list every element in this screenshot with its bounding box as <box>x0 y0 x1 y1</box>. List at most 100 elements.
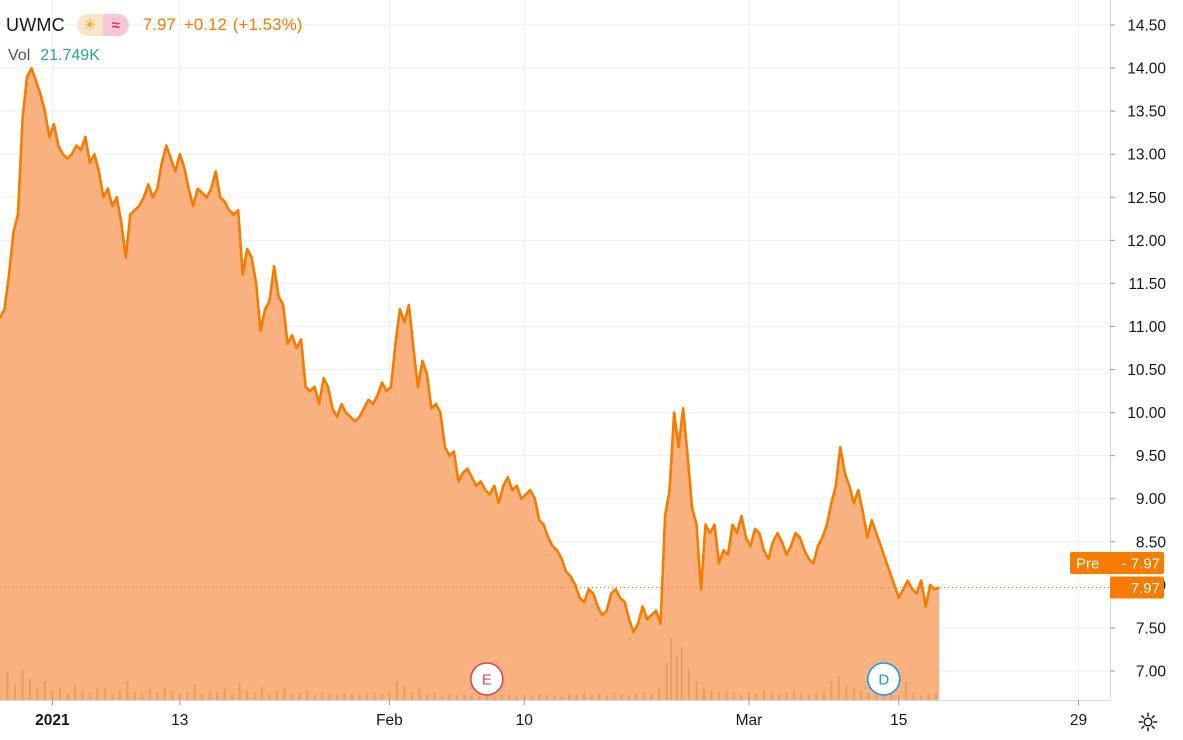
volume-bar <box>665 662 668 700</box>
volume-bar <box>643 692 646 700</box>
y-tick-label: 14.50 <box>1127 18 1166 35</box>
volume-bar <box>171 690 174 700</box>
volume-bar <box>845 684 848 700</box>
volume-bar <box>748 692 750 700</box>
volume-bar <box>223 687 226 700</box>
volume-bar <box>440 695 443 700</box>
approx-wave-icon[interactable]: ≈ <box>102 14 129 36</box>
volume-bar <box>193 684 196 700</box>
volume-bar <box>231 693 234 700</box>
volume-bar <box>425 693 428 700</box>
event-marker-e[interactable]: E <box>470 662 504 696</box>
volume-bar <box>628 695 631 700</box>
price-line <box>0 66 940 634</box>
volume-bar <box>792 690 795 700</box>
volume-bar <box>306 690 309 700</box>
y-tick-label: 9.00 <box>1136 491 1167 508</box>
gear-icon-glyph <box>1138 712 1158 732</box>
price-change: +0.12 <box>183 15 227 34</box>
volume-bar <box>141 693 144 700</box>
volume-bar <box>321 692 324 700</box>
gear-icon[interactable] <box>1134 708 1162 736</box>
volume-bar <box>485 695 488 700</box>
volume-bar <box>515 696 518 700</box>
volume-bars <box>6 638 938 700</box>
volume-bar <box>530 696 533 700</box>
event-marker-d[interactable]: D <box>866 662 901 696</box>
y-tick-label: 13.50 <box>1127 104 1166 121</box>
volume-bar <box>43 681 46 700</box>
last-label-value: 7.97 <box>1131 580 1160 597</box>
x-axis[interactable]: 2021 13 Feb 10 Mar 15 29 <box>0 700 1110 729</box>
price-labels: Pre - 7.97 7.97 <box>0 552 1164 599</box>
x-tick-label: 10 <box>516 712 534 729</box>
volume-bar <box>680 647 683 700</box>
volume-bar <box>186 692 189 700</box>
volume-bar <box>613 692 616 700</box>
volume-bar <box>605 695 608 700</box>
x-tick-label: 29 <box>1070 712 1087 729</box>
volume-bar <box>560 695 563 700</box>
volume-bar <box>493 696 496 700</box>
volume-bar <box>410 692 413 700</box>
y-tick-label: 14.00 <box>1127 61 1166 78</box>
volume-bar <box>73 684 76 700</box>
volume-bar <box>920 695 923 700</box>
volume-bar <box>448 693 451 700</box>
y-tick-label: 11.50 <box>1128 276 1166 293</box>
volume-bar <box>725 690 728 700</box>
volume-bar <box>51 690 54 700</box>
volume-bar <box>268 693 271 700</box>
pre-label-tag: Pre <box>1076 556 1099 573</box>
volume-bar <box>815 692 818 700</box>
volume-bar <box>455 695 458 700</box>
price-line-path <box>0 66 940 634</box>
volume-bar <box>875 690 878 700</box>
volume-bar <box>163 687 166 700</box>
x-tick-label: 15 <box>890 712 907 729</box>
y-tick-label: 7.50 <box>1136 620 1167 637</box>
volume-bar <box>740 693 743 700</box>
volume-bar <box>29 678 31 700</box>
last-price: 7.97 <box>142 15 176 34</box>
volume-bar <box>860 690 863 700</box>
x-tick-label: 2021 <box>35 712 70 729</box>
volume-bar <box>703 687 705 700</box>
volume-bar <box>650 693 653 700</box>
volume-bar <box>837 676 840 700</box>
x-tick-label: Feb <box>376 712 403 729</box>
volume-bar <box>313 693 316 700</box>
volume-bar <box>351 693 353 700</box>
y-tick-label: 10.00 <box>1127 405 1166 422</box>
volume-bar <box>358 695 361 700</box>
volume-bar <box>238 682 241 700</box>
volume-bar <box>470 695 473 700</box>
sun-icon[interactable]: ☀ <box>76 14 103 36</box>
volume-bar <box>118 690 121 700</box>
legend-header: UWMC ☀ ≈ 7.97 +0.12 (+1.53%) <box>6 12 302 38</box>
y-tick-label: 7.00 <box>1136 664 1167 681</box>
volume-bar <box>695 681 698 700</box>
volume-bar <box>620 693 623 700</box>
volume-bar <box>882 693 885 700</box>
volume-bar <box>500 695 503 700</box>
last-label-box <box>1110 576 1164 599</box>
price-area <box>0 68 940 701</box>
volume-bar <box>568 693 571 700</box>
y-tick-label: 13.00 <box>1127 147 1166 164</box>
volume-bar <box>276 690 279 700</box>
y-tick-label: 8.50 <box>1136 534 1167 551</box>
volume-bar <box>478 696 481 700</box>
event-marker-circle <box>866 662 901 696</box>
volume-bar <box>381 693 383 700</box>
event-marker-letter: D <box>878 672 889 689</box>
volume-bar <box>21 669 24 700</box>
volume-bar <box>710 690 713 700</box>
volume-bar <box>905 681 908 700</box>
volume-bar <box>800 692 803 700</box>
symbol-name[interactable]: UWMC <box>6 14 65 35</box>
volume-bar <box>912 692 915 700</box>
volume-bar <box>523 695 526 700</box>
